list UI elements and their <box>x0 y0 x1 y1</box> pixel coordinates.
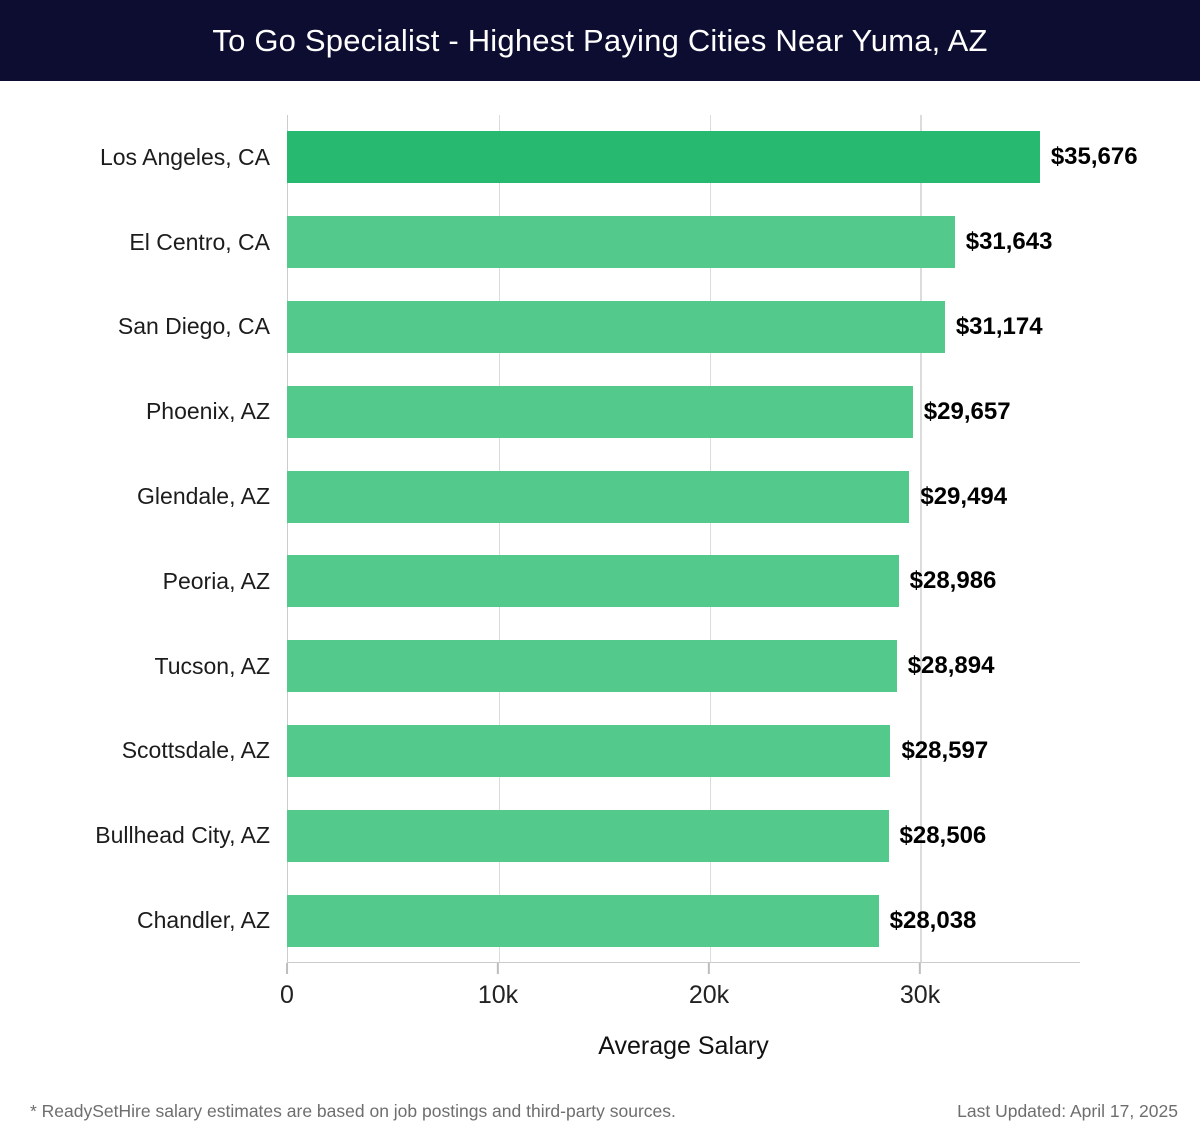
category-label: El Centro, CA <box>129 228 270 255</box>
value-label: $28,894 <box>907 652 995 680</box>
chart-footer: * ReadySetHire salary estimates are base… <box>30 1101 1178 1122</box>
bar-track: $31,174 <box>287 300 1080 353</box>
category-label: Peoria, AZ <box>162 567 270 594</box>
category-label: Los Angeles, CA <box>99 143 270 170</box>
value-label: $29,494 <box>920 482 1008 510</box>
tick-mark <box>708 963 710 974</box>
plot-area <box>287 115 1080 963</box>
bar-track: $29,494 <box>287 470 1080 523</box>
category-label: San Diego, CA <box>117 313 270 340</box>
value-label: $28,597 <box>901 736 989 764</box>
bar <box>287 131 1040 184</box>
gridline <box>920 115 922 962</box>
bar <box>287 894 879 947</box>
bar <box>287 300 945 353</box>
chart-title-bar: To Go Specialist - Highest Paying Cities… <box>0 0 1200 81</box>
chart-row: Phoenix, AZ $29,657 <box>0 369 1080 454</box>
bar <box>287 640 897 693</box>
bar <box>287 385 913 438</box>
value-label: $28,038 <box>889 906 977 934</box>
x-tick: 0 <box>280 963 294 1010</box>
tick-mark <box>286 963 288 974</box>
value-label: $29,657 <box>923 397 1011 425</box>
bar-track: $28,894 <box>287 640 1080 693</box>
bar-track: $28,986 <box>287 555 1080 608</box>
chart-row: Bullhead City, AZ $28,506 <box>0 793 1080 878</box>
bar-track: $28,597 <box>287 724 1080 777</box>
x-tick: 30k <box>900 963 940 1010</box>
gridline <box>709 115 711 962</box>
x-axis: 0 10k 20k 30k <box>280 963 1080 1013</box>
value-label: $31,174 <box>955 312 1043 340</box>
chart-row: Scottsdale, AZ $28,597 <box>0 709 1080 794</box>
category-label: Scottsdale, AZ <box>121 737 270 764</box>
chart-row: Peoria, AZ $28,986 <box>0 539 1080 624</box>
tick-mark <box>919 963 921 974</box>
tick-label: 10k <box>477 981 519 1009</box>
bar <box>287 470 910 523</box>
value-label: $28,506 <box>899 821 987 849</box>
bar-track: $29,657 <box>287 385 1080 438</box>
category-label: Bullhead City, AZ <box>95 822 270 849</box>
chart-row: Glendale, AZ $29,494 <box>0 454 1080 539</box>
chart-row: Los Angeles, CA $35,676 <box>0 115 1138 200</box>
category-label: Phoenix, AZ <box>145 398 270 425</box>
category-label: Glendale, AZ <box>137 483 270 510</box>
source-note: * ReadySetHire salary estimates are base… <box>30 1101 676 1121</box>
bar-track: $28,038 <box>287 894 1080 947</box>
value-label: $31,643 <box>965 228 1053 256</box>
bar <box>287 216 955 269</box>
chart-rows: Los Angeles, CA $35,676 El Centro, CA $31,6… <box>0 115 1138 963</box>
chart-row: Chandler, AZ $28,038 <box>0 878 1080 963</box>
bar-track: $28,506 <box>287 809 1080 862</box>
bar <box>287 724 891 777</box>
x-tick: 10k <box>478 963 518 1010</box>
bar-track: $35,676 <box>287 131 1138 184</box>
x-axis-label: Average Salary <box>598 1032 769 1060</box>
chart-row: El Centro, CA $31,643 <box>0 200 1080 285</box>
tick-label: 30k <box>899 981 941 1009</box>
tick-mark <box>497 963 499 974</box>
gridline <box>498 115 501 962</box>
chart-row: Tucson, AZ $28,894 <box>0 624 1080 709</box>
chart-row: San Diego, CA $31,174 <box>0 285 1080 370</box>
category-label: Chandler, AZ <box>137 907 270 934</box>
bar-track: $31,643 <box>287 216 1080 269</box>
page-title: To Go Specialist - Highest Paying Cities… <box>212 22 988 58</box>
tick-label: 0 <box>280 981 294 1009</box>
tick-label: 20k <box>688 981 730 1009</box>
x-tick: 20k <box>689 963 729 1010</box>
category-label: Tucson, AZ <box>154 652 270 679</box>
bar <box>287 555 899 608</box>
last-updated: Last Updated: April 17, 2025 <box>957 1101 1178 1121</box>
value-label: $28,986 <box>909 567 997 595</box>
value-label: $35,676 <box>1050 143 1138 171</box>
bar <box>287 809 889 862</box>
